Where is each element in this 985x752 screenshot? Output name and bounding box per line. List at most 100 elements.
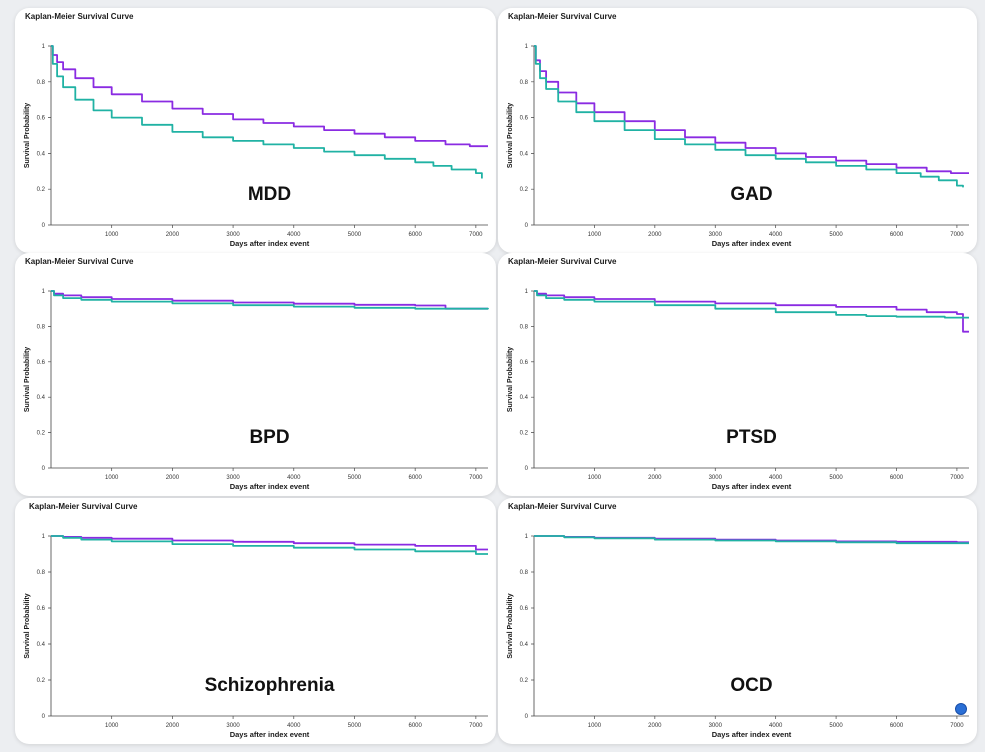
y-tick-label: 0 (42, 714, 46, 720)
x-tick-label: 1000 (588, 232, 602, 238)
x-tick-label: 3000 (226, 475, 240, 481)
x-tick-label: 4000 (769, 723, 783, 729)
chart-svg-mdd: 0 0.2 0.4 0.6 0.8 1 1000 2000 3000 4000 5000 6000 70… (24, 44, 488, 248)
chart-panel-ptsd: Kaplan-Meier Survival Curve 0 0.2 0.4 0.6 0.… (498, 253, 977, 496)
x-tick-label: 5000 (348, 475, 362, 481)
y-tick-label: 0.2 (520, 431, 529, 437)
y-tick-label: 0.2 (37, 187, 46, 193)
x-tick-label: 2000 (648, 475, 662, 481)
x-tick-label: 2000 (166, 232, 180, 238)
series-line-teal (534, 535, 969, 545)
y-tick-label: 0.8 (37, 570, 46, 576)
x-axis-label: Days after index event (230, 730, 310, 739)
x-tick-label: 3000 (709, 723, 723, 729)
condition-label: PTSD (726, 427, 777, 448)
x-axis-label: Days after index event (712, 239, 792, 248)
x-tick-label: 5000 (348, 723, 362, 729)
x-tick-label: 5000 (829, 232, 843, 238)
x-tick-label: 2000 (166, 723, 180, 729)
chart-title: Kaplan-Meier Survival Curve (508, 257, 617, 266)
x-tick-label: 3000 (226, 723, 240, 729)
y-tick-label: 0.4 (37, 642, 46, 648)
x-tick-label: 1000 (105, 232, 119, 238)
x-tick-label: 4000 (769, 232, 783, 238)
x-tick-label: 7000 (950, 723, 964, 729)
series-line-purple (534, 45, 969, 174)
condition-label: MDD (248, 184, 291, 205)
x-tick-label: 6000 (890, 475, 904, 481)
y-axis-label: Survival Probability (24, 593, 31, 658)
chart-svg-schizophrenia: 0 0.2 0.4 0.6 0.8 1 1000 2000 3000 4000 5000 6000 70… (24, 534, 488, 739)
y-tick-label: 0 (525, 466, 529, 472)
condition-label: GAD (730, 184, 772, 205)
x-tick-label: 4000 (287, 475, 301, 481)
y-tick-label: 0.8 (520, 324, 529, 330)
x-tick-label: 1000 (105, 723, 119, 729)
chart-panel-mdd: Kaplan-Meier Survival Curve 0 0.2 0.4 0.6 0.… (15, 8, 496, 253)
x-tick-label: 3000 (709, 232, 723, 238)
y-tick-label: 0.4 (520, 151, 529, 157)
series-line-teal (51, 45, 483, 179)
x-axis-label: Days after index event (712, 482, 792, 491)
y-tick-label: 0.2 (520, 678, 529, 684)
chart-title: Kaplan-Meier Survival Curve (508, 12, 617, 21)
x-tick-label: 6000 (890, 723, 904, 729)
y-tick-label: 0.4 (37, 395, 46, 401)
y-axis-label: Survival Probability (507, 593, 514, 658)
y-tick-label: 0 (42, 223, 46, 229)
x-tick-label: 6000 (408, 475, 422, 481)
y-tick-label: 0.6 (520, 606, 529, 612)
y-tick-label: 0 (525, 714, 529, 720)
x-tick-label: 3000 (709, 475, 723, 481)
y-tick-label: 1 (525, 44, 529, 50)
x-tick-label: 4000 (287, 232, 301, 238)
y-axis-label: Survival Probability (24, 103, 31, 168)
chart-panel-ocd: Kaplan-Meier Survival Curve 0 0.2 0.4 0.6 0.… (498, 498, 977, 744)
y-tick-label: 0.4 (37, 151, 46, 157)
x-tick-label: 7000 (950, 475, 964, 481)
x-tick-label: 6000 (408, 723, 422, 729)
chart-panel-bpd: Kaplan-Meier Survival Curve 0 0.2 0.4 0.6 0.… (15, 253, 496, 496)
blue-dot-icon[interactable] (955, 703, 967, 715)
x-tick-label: 5000 (829, 475, 843, 481)
x-tick-label: 5000 (348, 232, 362, 238)
y-tick-label: 0.8 (37, 80, 46, 86)
y-tick-label: 0 (42, 466, 46, 472)
y-tick-label: 1 (42, 534, 46, 540)
y-tick-label: 0 (525, 223, 529, 229)
x-tick-label: 7000 (950, 232, 964, 238)
x-tick-label: 7000 (469, 723, 483, 729)
chart-panel-schizophrenia: Kaplan-Meier Survival Curve 0 0.2 0.4 0.6 0.… (15, 498, 496, 744)
series-line-teal (534, 290, 969, 319)
y-tick-label: 1 (42, 44, 46, 50)
y-axis-label: Survival Probability (24, 347, 31, 412)
series-line-teal (51, 535, 488, 555)
y-tick-label: 0.6 (37, 116, 46, 122)
y-tick-label: 1 (525, 534, 529, 540)
y-tick-label: 0.6 (37, 606, 46, 612)
chart-title: Kaplan-Meier Survival Curve (29, 502, 138, 511)
x-tick-label: 1000 (588, 475, 602, 481)
y-tick-label: 0.2 (37, 678, 46, 684)
x-axis-label: Days after index event (230, 239, 310, 248)
y-tick-label: 0.8 (520, 80, 529, 86)
x-tick-label: 2000 (648, 723, 662, 729)
series-line-teal (534, 45, 964, 188)
x-tick-label: 6000 (408, 232, 422, 238)
x-tick-label: 2000 (166, 475, 180, 481)
series-line-purple (534, 290, 969, 333)
y-tick-label: 0.4 (520, 642, 529, 648)
series-line-teal (51, 290, 489, 310)
series-line-purple (51, 45, 488, 148)
y-tick-label: 0.6 (520, 360, 529, 366)
x-tick-label: 7000 (469, 232, 483, 238)
condition-label: BPD (249, 427, 289, 448)
x-tick-label: 4000 (769, 475, 783, 481)
chart-svg-bpd: 0 0.2 0.4 0.6 0.8 1 1000 2000 3000 4000 5000 6000 70… (24, 289, 489, 491)
x-tick-label: 5000 (829, 723, 843, 729)
chart-title: Kaplan-Meier Survival Curve (25, 257, 134, 266)
x-axis-label: Days after index event (712, 730, 792, 739)
y-axis-label: Survival Probability (507, 347, 514, 412)
chart-panel-gad: Kaplan-Meier Survival Curve 0 0.2 0.4 0.6 0.… (498, 8, 977, 253)
x-tick-label: 2000 (648, 232, 662, 238)
